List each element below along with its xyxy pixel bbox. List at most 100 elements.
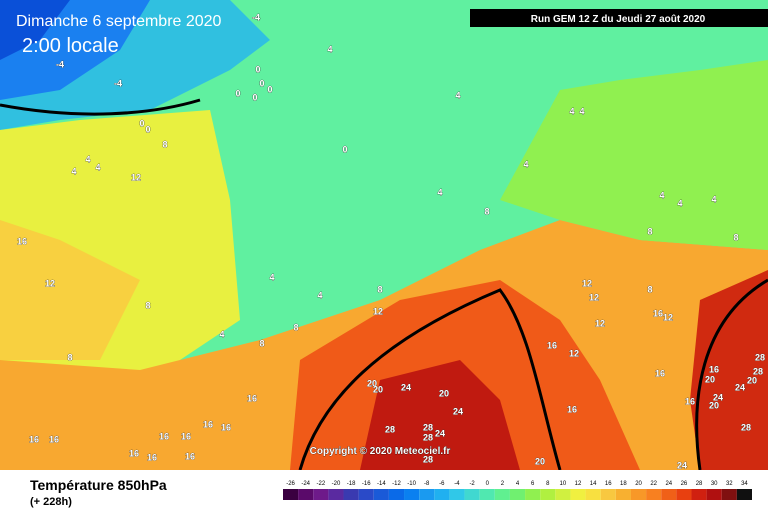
colorbar-label: 2	[501, 481, 505, 487]
contour-label: 4	[437, 187, 442, 197]
contour-label: 0	[342, 144, 347, 154]
colorbar-label: -22	[316, 481, 325, 487]
contour-label: 12	[45, 278, 55, 288]
run-info: Run GEM 12 Z du Jeudi 27 août 2020	[531, 14, 706, 25]
color-swatch	[373, 489, 389, 500]
contour-label: 20	[709, 400, 719, 410]
hot-core	[360, 360, 520, 470]
contour-label: 20	[367, 378, 377, 388]
east-region	[500, 60, 768, 250]
color-swatch	[646, 489, 662, 500]
color-swatch	[388, 489, 405, 500]
contour-label: 8	[377, 284, 382, 294]
contour-label: 28	[753, 366, 763, 376]
contour-label: 4	[219, 329, 224, 339]
color-swatch	[343, 489, 359, 500]
color-swatch	[555, 489, 571, 500]
colorbar-label: -16	[362, 481, 371, 487]
color-swatch	[434, 489, 450, 500]
colorbar-label: -2	[469, 481, 475, 487]
warm-west	[0, 220, 140, 360]
contour-label: 24	[735, 382, 745, 392]
contour-label: 12	[582, 278, 592, 288]
contour-label: 4	[711, 194, 716, 204]
zero-isotherm	[0, 98, 201, 116]
copyright: Copyright © 2020 Meteociel.fr	[310, 446, 451, 457]
contour-label: 28	[423, 454, 433, 464]
colorbar-label: 8	[546, 481, 550, 487]
color-swatch	[464, 489, 480, 500]
contour-label: 24	[435, 428, 445, 438]
contour-label: 0	[145, 124, 150, 134]
contour-label: 8	[259, 338, 264, 348]
contour-label: 8	[162, 139, 167, 149]
contour-label: 24	[401, 382, 411, 392]
color-swatch	[283, 489, 299, 500]
contour-label: 28	[423, 432, 433, 442]
run-box	[470, 9, 768, 27]
contour-label: -4	[114, 78, 122, 88]
variable-name: Température 850hPa	[30, 477, 167, 493]
contour-label: -4	[252, 12, 260, 22]
twenty-isotherm-east	[695, 278, 768, 471]
cold-core-2	[0, 0, 70, 60]
color-swatch	[661, 489, 677, 500]
contour-label: 16	[147, 452, 157, 462]
contour-label: 0	[255, 64, 260, 74]
contour-label: 16	[185, 451, 195, 461]
colorbar-label: 6	[531, 481, 535, 487]
color-swatch	[419, 489, 435, 500]
contour-label: 0	[139, 118, 144, 128]
contour-label: 4	[677, 198, 682, 208]
contour-label: 16	[653, 308, 663, 318]
colorbar-label: -12	[392, 481, 401, 487]
color-swatch	[736, 489, 752, 500]
color-swatch	[328, 489, 344, 500]
contour-label: 24	[677, 460, 687, 470]
local-time: 2:00 locale	[22, 35, 119, 57]
color-swatch	[525, 489, 541, 500]
contour-label: 20	[535, 456, 545, 466]
contour-label: 16	[181, 431, 191, 441]
contour-label: 4	[317, 290, 322, 300]
contour-label: 8	[647, 226, 652, 236]
color-swatch	[706, 489, 722, 500]
contour-label: 16	[203, 419, 213, 429]
contour-label: 8	[293, 322, 298, 332]
contour-label: 16	[547, 340, 557, 350]
colorbar-label: -26	[286, 481, 295, 487]
colorbar-label: -18	[347, 481, 356, 487]
colorbar-label: -4	[454, 481, 460, 487]
colorbar-label: -10	[407, 481, 416, 487]
colorbar-label: -6	[439, 481, 445, 487]
colorbar-label: 18	[620, 481, 627, 487]
contour-label: 12	[131, 172, 141, 182]
lead-time: (+ 228h)	[30, 496, 72, 508]
colorbar-label: -20	[332, 481, 341, 487]
colorbar-label: 0	[486, 481, 490, 487]
color-swatch	[570, 489, 586, 500]
contour-label: 16	[159, 431, 169, 441]
colorbar-label: 28	[696, 481, 703, 487]
contour-label: 4	[455, 90, 460, 100]
colorbar-label: 4	[516, 481, 520, 487]
color-swatch	[615, 489, 631, 500]
contour-label: 0	[259, 78, 264, 88]
colorbar-label: 26	[681, 481, 688, 487]
color-swatch	[298, 489, 314, 500]
contour-label: 4	[269, 272, 274, 282]
contour-label: 16	[247, 393, 257, 403]
color-swatch	[676, 489, 692, 500]
contour-label: 24	[713, 392, 723, 402]
colorbar-label: 14	[590, 481, 597, 487]
twenty-isotherm	[298, 288, 562, 471]
contour-label: 16	[129, 448, 139, 458]
contour-label: 16	[29, 434, 39, 444]
contour-label: 4	[71, 166, 76, 176]
color-swatch	[479, 489, 495, 500]
colorbar-label: 10	[560, 481, 567, 487]
contour-label: 20	[373, 384, 383, 394]
contour-label: 20	[705, 374, 715, 384]
color-swatch	[449, 489, 465, 500]
